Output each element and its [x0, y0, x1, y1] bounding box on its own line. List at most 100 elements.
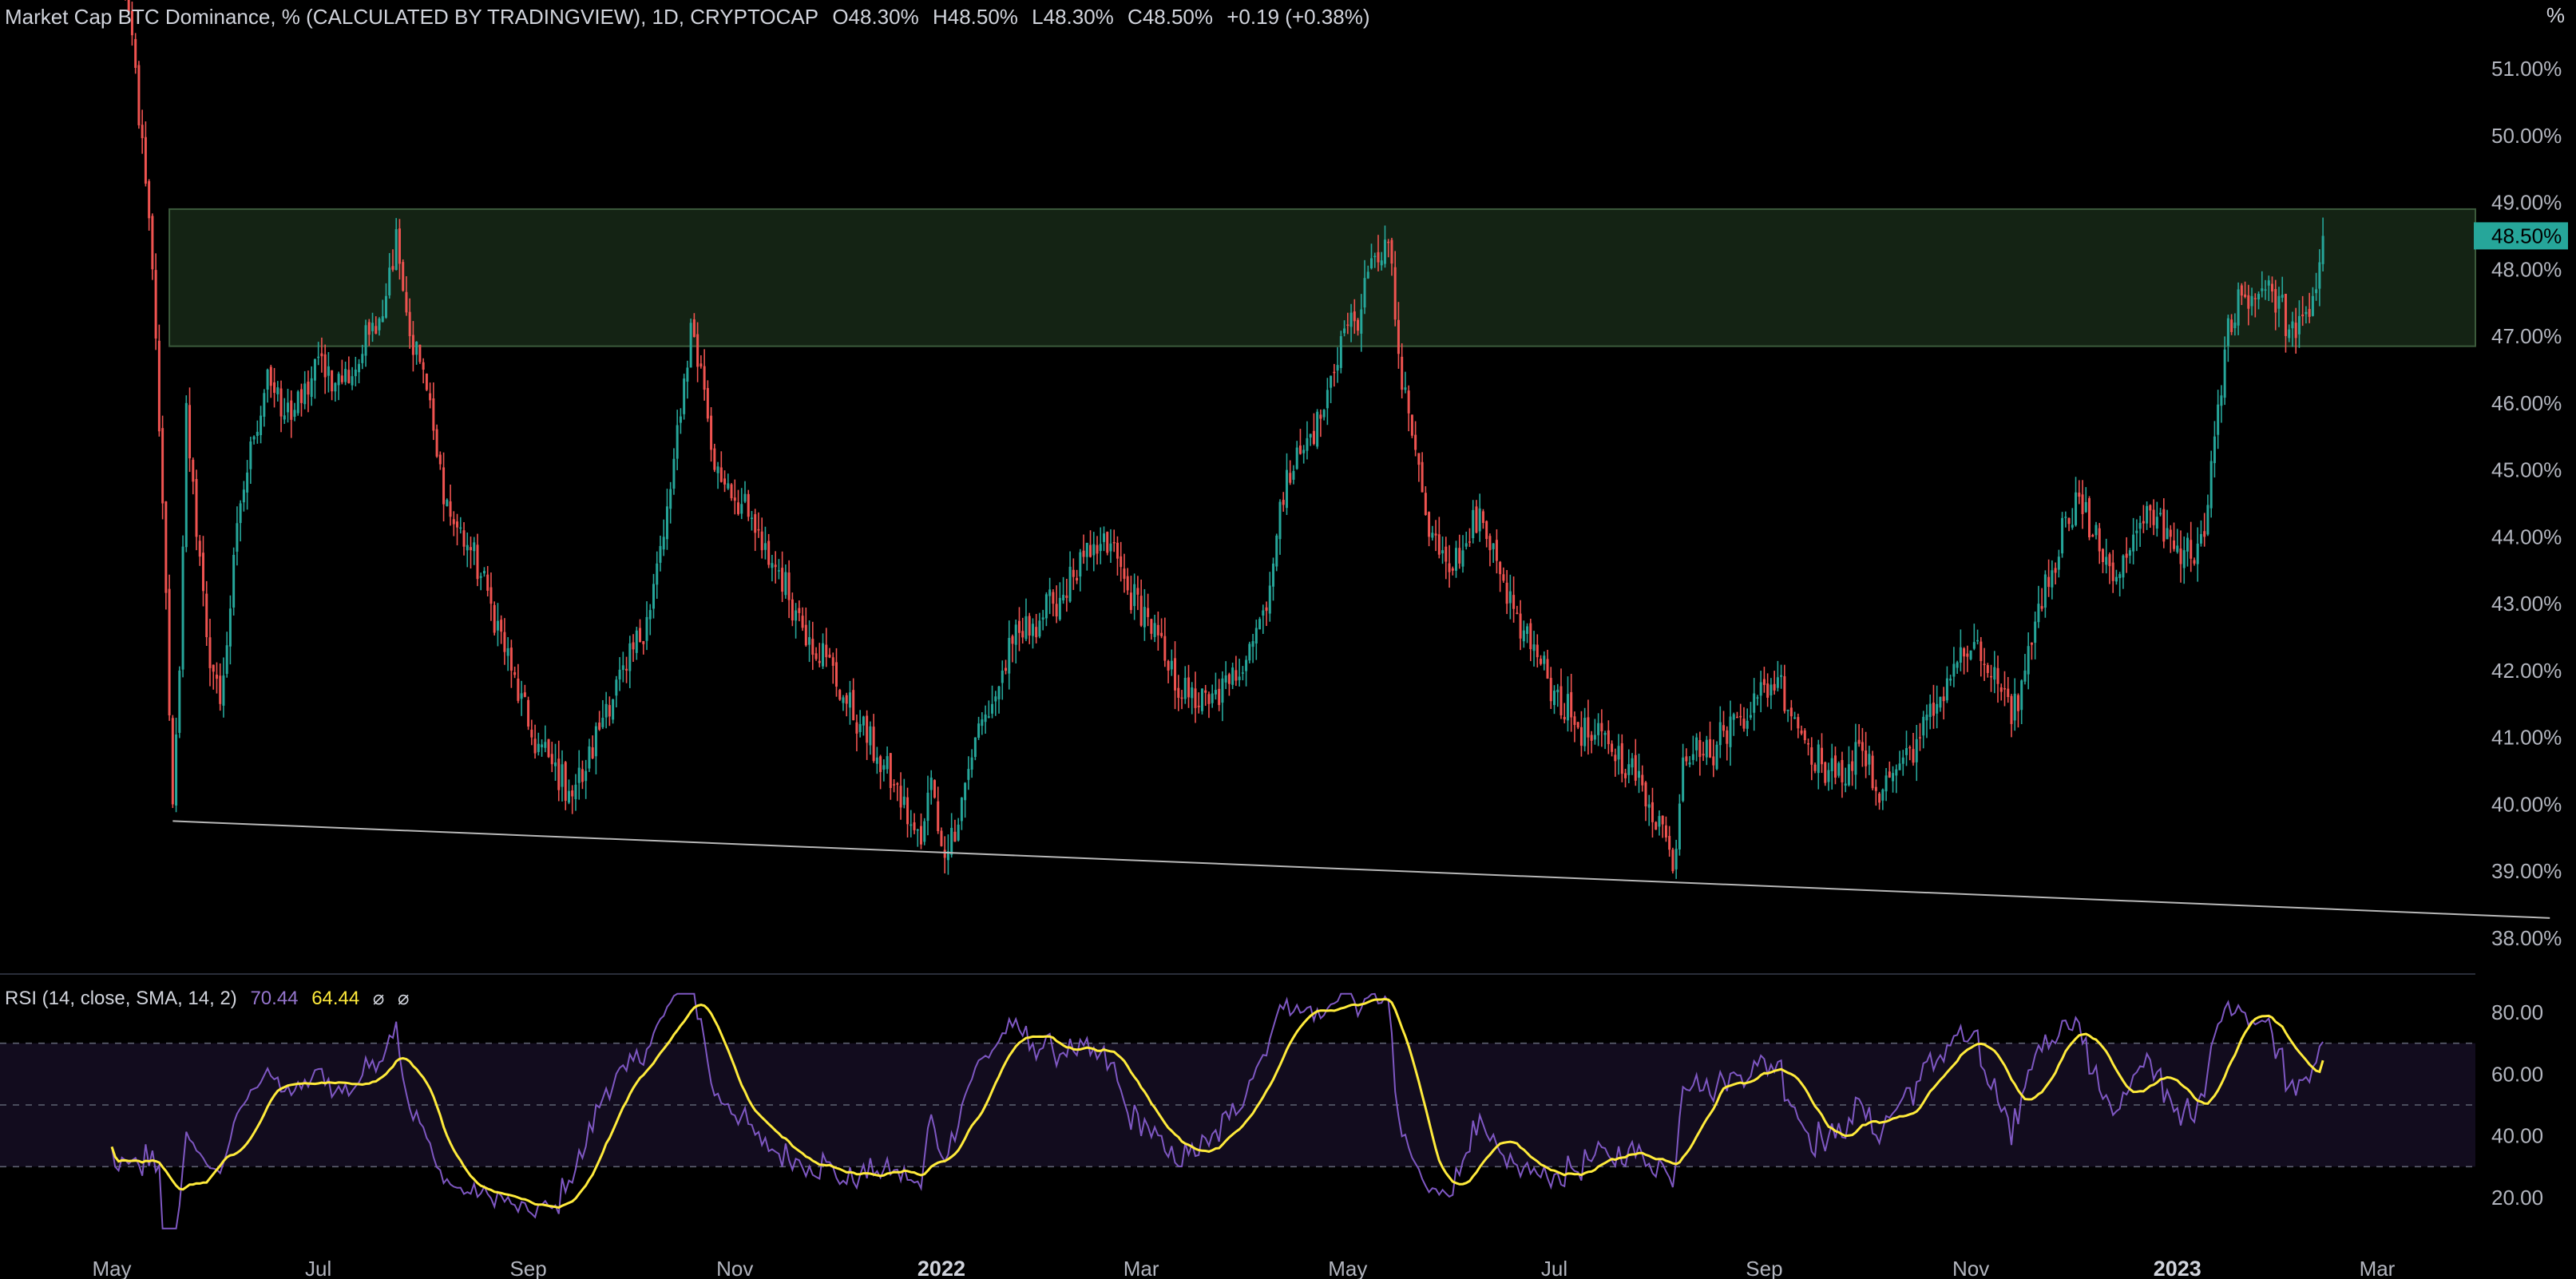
candle-body [2023, 670, 2027, 682]
candle-body [489, 587, 493, 604]
candle-body [1821, 747, 1824, 765]
candle-body [2091, 535, 2094, 537]
candle-body [2051, 570, 2054, 588]
candle-body [858, 723, 862, 732]
candle-body [2176, 545, 2179, 552]
candle-body [337, 374, 340, 386]
candle-body [2179, 548, 2182, 564]
candle-body [2237, 289, 2240, 326]
candle-body [1346, 324, 1349, 326]
candle-body [1062, 595, 1065, 600]
candle-body [2277, 295, 2281, 309]
candle-body [872, 727, 875, 762]
candle-body [1753, 693, 1756, 713]
rsi-hidden-icon-1[interactable]: ⌀ [372, 988, 385, 1009]
candle-body [1319, 414, 1322, 419]
candle-body [2040, 606, 2043, 609]
time-tick-label: May [1328, 1257, 1367, 1279]
candle-body [1306, 438, 1309, 451]
candle-body [2034, 621, 2037, 643]
candle-body [842, 697, 845, 703]
candle-body [503, 632, 506, 652]
candle-body [2261, 288, 2264, 291]
candle-body [2253, 298, 2257, 299]
candle-body [1187, 677, 1191, 698]
candle-body [252, 436, 256, 440]
candle-body [509, 647, 513, 671]
rsi-pane[interactable] [0, 992, 2475, 1230]
candle-body [750, 517, 753, 520]
candle-body [1844, 783, 1847, 786]
candle-body [2247, 295, 2250, 309]
candle-body [381, 316, 384, 323]
candle-body [1499, 561, 1502, 575]
candle-body [2230, 319, 2233, 332]
candle-body [818, 660, 821, 663]
candle-body [452, 519, 455, 525]
candle-body [594, 726, 597, 757]
candle-body [1627, 764, 1631, 775]
candle-body [2169, 529, 2172, 537]
resistance-zone [168, 208, 2476, 347]
candle-body [591, 747, 594, 758]
candle-body [1227, 674, 1231, 684]
time-axis[interactable]: May Jul Sep Nov 2022 Mar May Jul Sep Nov 2023 Mar [92, 1257, 2395, 1279]
price-pane[interactable] [114, 0, 2550, 919]
candle-body [1214, 690, 1217, 695]
candle-body [834, 662, 838, 687]
candle-body [2291, 321, 2294, 329]
candle-body [1397, 319, 1400, 354]
candle-body [456, 521, 459, 528]
candle-body [1797, 717, 1800, 729]
rsi-axis[interactable]: 80.00 60.00 40.00 20.00 [2491, 1000, 2543, 1210]
candle-body [652, 584, 655, 609]
candle-body [2114, 576, 2118, 582]
candle-body [523, 692, 526, 697]
candle-body [760, 531, 763, 551]
rsi-hidden-icon-2[interactable]: ⌀ [398, 988, 410, 1009]
candle-body [795, 610, 798, 621]
candle-body [733, 497, 736, 501]
candle-body [2203, 531, 2206, 537]
candle-body [1370, 258, 1373, 269]
candle-body [1732, 714, 1735, 720]
time-tick-label: Nov [716, 1257, 753, 1279]
candle-body [838, 690, 842, 700]
candle-body [648, 610, 652, 620]
candle-body [1739, 715, 1742, 718]
candle-body [242, 489, 245, 503]
candle-body [811, 639, 814, 655]
candle-body [662, 537, 665, 550]
price-axis[interactable]: 51.00% 50.00% 49.00% 48.00% 47.00% 46.00% 45.0… [2491, 57, 2562, 950]
candle-body [1793, 717, 1797, 719]
candle-body [1089, 544, 1092, 557]
candle-body [144, 137, 147, 184]
candle-body [279, 388, 283, 417]
candle-body [438, 454, 442, 465]
candle-body [852, 690, 855, 721]
candle-body [1445, 546, 1448, 562]
rsi-guides [0, 1042, 2475, 1168]
candle-body [2308, 308, 2311, 317]
candle-body [1857, 739, 1861, 744]
candle-body [1624, 773, 1627, 778]
candle-body [161, 428, 164, 504]
candle-body [1556, 689, 1559, 693]
candle-body [2173, 540, 2176, 549]
candle-body [1783, 676, 1786, 711]
candle-body [1638, 770, 1641, 778]
candle-body [347, 370, 351, 383]
candle-body [500, 620, 503, 632]
candle-body [601, 717, 604, 727]
candle-body [1644, 782, 1647, 806]
candle-body [1393, 267, 1397, 320]
candle-body [1895, 769, 1898, 776]
candle-body [2003, 688, 2006, 690]
candle-body [2281, 295, 2284, 298]
candle-body [866, 715, 869, 743]
rsi-legend: RSI (14, close, SMA, 14, 2) 70.44 64.44 … [5, 987, 418, 1010]
candle-body [554, 762, 557, 766]
candle-body [367, 322, 371, 335]
candle-body [981, 719, 984, 727]
